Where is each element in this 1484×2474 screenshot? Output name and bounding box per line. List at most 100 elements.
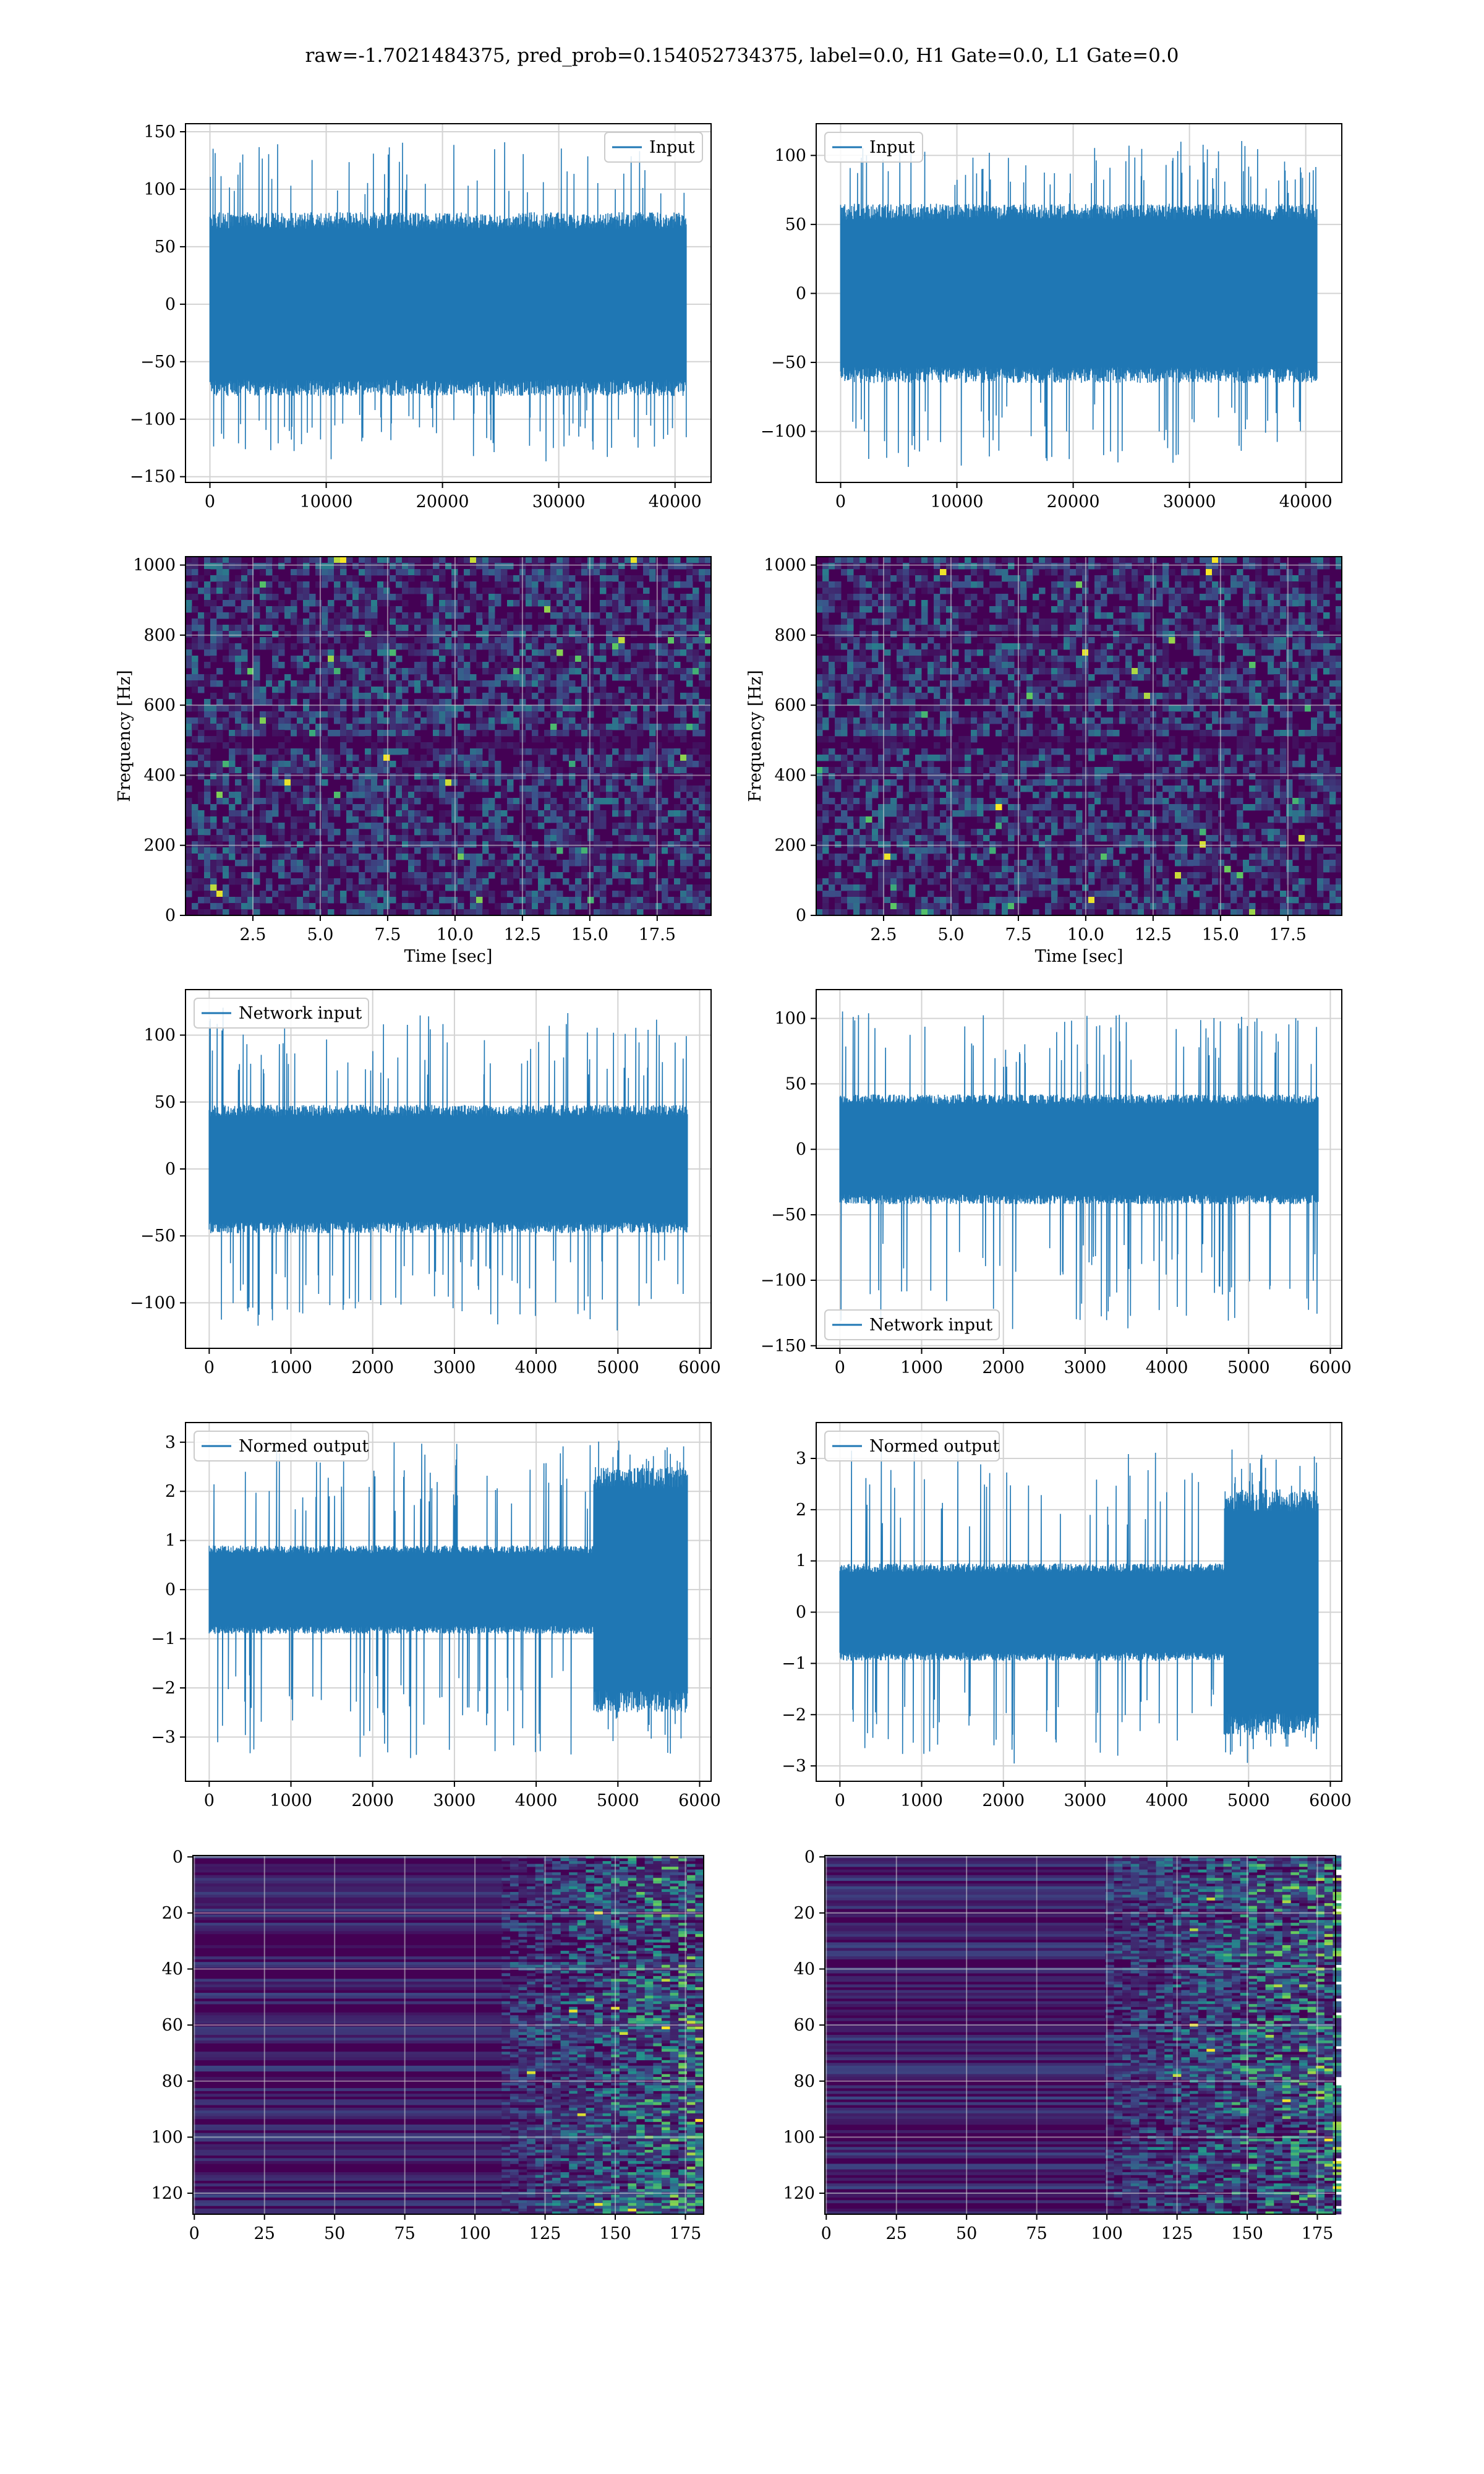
y-axis-label: Frequency [Hz] xyxy=(115,670,134,802)
x-tick-label: 5.0 xyxy=(937,925,964,944)
x-tick-label: 2000 xyxy=(351,1358,394,1377)
y-tick-label: 400 xyxy=(143,766,176,785)
x-tick-label: 175 xyxy=(1302,2224,1334,2243)
panel-input-l1: 0 10000 20000 30000 40000 −100 −50 0 50 100 Input xyxy=(761,123,1342,511)
x-axis-label: Time [sec] xyxy=(404,947,493,966)
panel-feature-map-l1: 0 25 50 75 100 125 150 175 0 20 40 60 80 100 120 xyxy=(783,1847,1342,2243)
panel-network-input-l1: 0 1000 2000 3000 4000 5000 6000 −150 −100 −50 0 50 1… xyxy=(761,989,1352,1377)
y-tick-label: 0 xyxy=(796,1603,806,1622)
x-tick-label: 175 xyxy=(670,2224,702,2243)
y-tick-label: 50 xyxy=(785,215,806,234)
legend: Input xyxy=(824,132,923,163)
x-tick-label: 15.0 xyxy=(1202,925,1239,944)
x-tick-label: 20000 xyxy=(416,492,469,511)
y-tick-label: −100 xyxy=(130,1293,176,1312)
x-tick-label: 17.5 xyxy=(1269,925,1307,944)
y-tick-label: 1 xyxy=(796,1552,806,1571)
y-tick-label: 2 xyxy=(796,1500,806,1520)
x-tick-label: 0 xyxy=(204,1791,215,1810)
y-tick-label: −2 xyxy=(151,1679,176,1698)
x-tick-label: 25 xyxy=(886,2224,907,2243)
legend-label: Input xyxy=(869,138,915,157)
y-tick-label: 100 xyxy=(783,2128,815,2147)
axes-frame xyxy=(816,556,1342,916)
series-line xyxy=(209,142,687,461)
y-tick-label: 80 xyxy=(162,2072,183,2091)
x-tick-label: 0 xyxy=(835,492,846,511)
legend: Network input xyxy=(194,998,369,1029)
axes-frame xyxy=(816,123,1342,483)
x-tick-label: 17.5 xyxy=(639,925,676,944)
x-tick-label: 75 xyxy=(1026,2224,1047,2243)
x-tick-label: 6000 xyxy=(1309,1358,1352,1377)
axes-frame xyxy=(192,1855,704,2215)
x-tick-label: 5.0 xyxy=(307,925,333,944)
spectrogram-image xyxy=(186,557,712,916)
x-tick-label: 0 xyxy=(204,1358,215,1377)
legend-box xyxy=(824,132,923,163)
legend-box xyxy=(824,1309,1000,1340)
legend: Input xyxy=(604,132,703,163)
legend-label: Input xyxy=(649,138,695,157)
x-tick-label: 10000 xyxy=(931,492,984,511)
series-line xyxy=(839,1011,1319,1329)
legend: Normed output xyxy=(194,1431,369,1462)
x-tick-label: 50 xyxy=(324,2224,345,2243)
y-tick-label: 100 xyxy=(151,2128,183,2147)
y-tick-label: 120 xyxy=(151,2184,183,2203)
y-tick-label: −2 xyxy=(782,1705,806,1724)
x-tick-label: 100 xyxy=(1091,2224,1123,2243)
axes-frame xyxy=(185,123,712,483)
y-tick-label: −150 xyxy=(130,468,176,487)
x-tick-label: 0 xyxy=(189,2224,200,2243)
grid-lines xyxy=(825,1856,1336,2214)
y-tick-label: 100 xyxy=(143,1026,176,1045)
y-tick-label: 40 xyxy=(162,1960,183,1979)
legend-box xyxy=(824,1431,1000,1462)
y-tick-label: 400 xyxy=(774,766,806,785)
series-line xyxy=(840,140,1318,467)
y-tick-label: 0 xyxy=(796,284,806,303)
y-tick-label: 100 xyxy=(143,180,176,199)
y-tick-label: 50 xyxy=(785,1074,806,1094)
y-tick-label: 0 xyxy=(165,295,176,314)
legend-label: Network input xyxy=(239,1004,362,1023)
x-tick-label: 50 xyxy=(956,2224,977,2243)
series-line xyxy=(839,1442,1319,1764)
y-tick-label: 20 xyxy=(794,1904,815,1923)
x-tick-label: 2000 xyxy=(982,1791,1025,1810)
y-tick-label: 600 xyxy=(774,696,806,715)
x-tick-label: 3000 xyxy=(1064,1358,1107,1377)
x-tick-label: 30000 xyxy=(1163,492,1216,511)
y-tick-label: 120 xyxy=(783,2184,815,2203)
y-tick-label: 600 xyxy=(143,696,176,715)
figure-suptitle: raw=-1.7021484375, pred_prob=0.154052734… xyxy=(305,45,1179,67)
feature-map-image xyxy=(193,1856,704,2215)
x-tick-label: 125 xyxy=(529,2224,561,2243)
y-tick-label: 150 xyxy=(143,122,176,142)
y-tick-label: −1 xyxy=(782,1654,806,1673)
x-tick-label: 3000 xyxy=(433,1791,476,1810)
panel-input-h1: 0 10000 20000 30000 40000 −150 −100 −50 0 50 100 15… xyxy=(130,122,712,511)
x-tick-label: 4000 xyxy=(1146,1791,1188,1810)
x-tick-label: 4000 xyxy=(515,1358,558,1377)
y-tick-label: −50 xyxy=(140,1226,176,1246)
y-tick-label: 0 xyxy=(165,1580,176,1599)
x-tick-label: 150 xyxy=(1231,2224,1263,2243)
x-tick-label: 100 xyxy=(459,2224,491,2243)
y-tick-label: 100 xyxy=(774,146,806,165)
x-axis-label: Time [sec] xyxy=(1035,947,1124,966)
x-tick-label: 2000 xyxy=(351,1791,394,1810)
panel-network-input-h1: 0 1000 2000 3000 4000 5000 6000 −100 −50 0 50 100 Ne… xyxy=(130,989,721,1377)
axes-frame xyxy=(824,1855,1336,2215)
axes-frame xyxy=(185,1422,712,1782)
y-axis-label: Frequency [Hz] xyxy=(746,670,765,802)
x-tick-label: 1000 xyxy=(900,1791,943,1810)
y-tick-label: 60 xyxy=(162,2016,183,2035)
y-tick-label: 80 xyxy=(794,2072,815,2091)
x-tick-label: 5000 xyxy=(1227,1358,1270,1377)
spectrogram-image xyxy=(816,557,1342,916)
y-tick-label: −50 xyxy=(771,353,806,372)
y-tick-label: 0 xyxy=(804,1847,815,1867)
